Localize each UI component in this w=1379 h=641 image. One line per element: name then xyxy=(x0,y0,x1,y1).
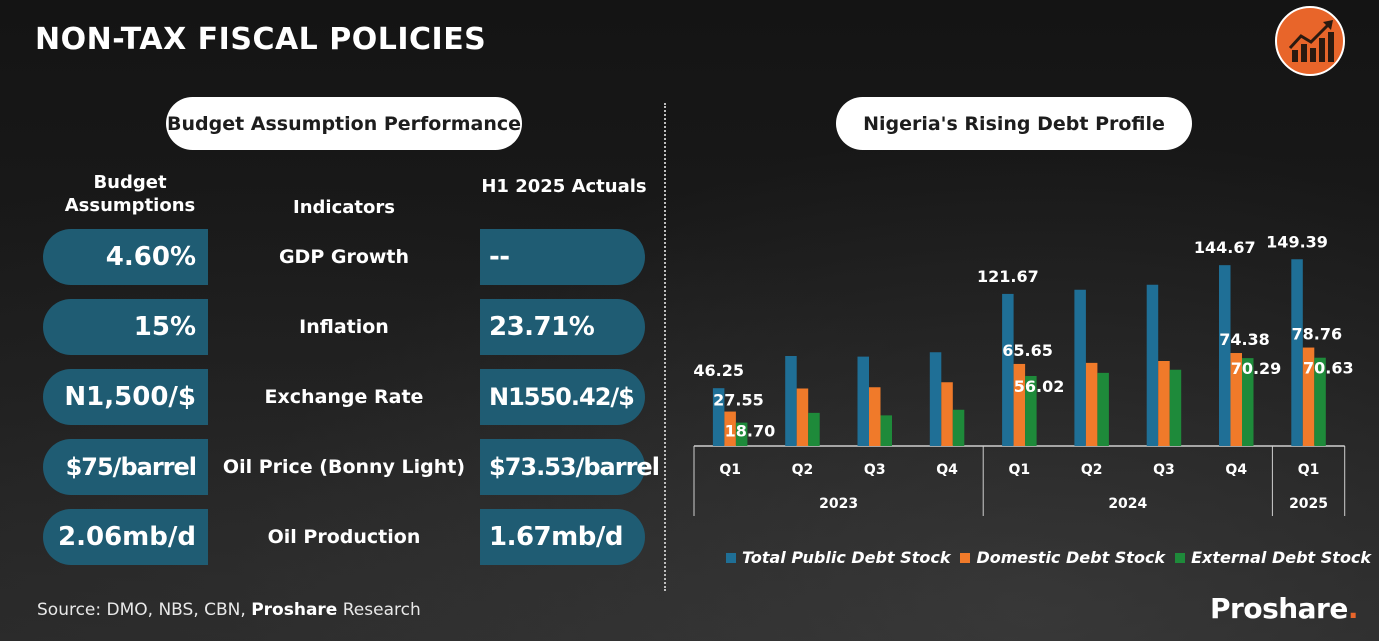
bar-external xyxy=(880,415,892,446)
bar-external xyxy=(952,409,965,446)
budget-value: $75/barrel xyxy=(43,439,208,495)
table-row: $75/barrel Oil Price (Bonny Light) $73.5… xyxy=(43,439,660,495)
source-note: Source: DMO, NBS, CBN, Proshare Research xyxy=(37,600,421,620)
table-row: 15% Inflation 23.71% xyxy=(43,299,645,355)
data-label: 46.25 xyxy=(693,361,744,380)
actual-value: -- xyxy=(480,229,645,285)
actual-value: 23.71% xyxy=(480,299,645,355)
data-label: 56.02 xyxy=(1014,377,1065,396)
x-tick-label: Q2 xyxy=(792,462,814,478)
bar-domestic xyxy=(1085,362,1098,446)
bar-external xyxy=(735,422,748,446)
bar-total xyxy=(1146,284,1159,446)
data-label: 149.39 xyxy=(1266,232,1328,251)
bar-total xyxy=(929,352,942,446)
legend-swatch xyxy=(726,552,736,563)
x-tick-label: Q1 xyxy=(1298,462,1320,478)
actual-value: N1550.42/$ xyxy=(480,369,645,425)
bar-domestic xyxy=(941,382,953,446)
bar-domestic xyxy=(1230,353,1242,446)
x-tick-label: Q4 xyxy=(936,462,958,478)
bar-domestic xyxy=(796,388,809,446)
actual-value: $73.53/barrel xyxy=(480,439,660,495)
data-label: 27.55 xyxy=(713,391,764,410)
legend-label: External Debt Stock xyxy=(1191,548,1372,567)
data-label: 70.63 xyxy=(1303,359,1354,378)
x-tick-label: Q1 xyxy=(719,462,741,478)
legend-swatch xyxy=(960,552,971,563)
column-header-indicators: Indicators xyxy=(293,197,395,218)
legend-item-total: Total Public Debt Stock xyxy=(726,548,950,567)
bar-total xyxy=(1074,289,1086,446)
bar-total xyxy=(712,388,725,446)
brand-name: Proshare xyxy=(1210,592,1348,625)
source-prefix: Source: DMO, NBS, CBN, xyxy=(37,600,252,620)
brand-logo: Proshare. xyxy=(1210,592,1359,625)
growth-chart-icon xyxy=(1275,6,1345,76)
page-title: NON-TAX FISCAL POLICIES xyxy=(35,22,487,57)
budget-value: N1,500/$ xyxy=(43,369,208,425)
indicator-label: Oil Price (Bonny Light) xyxy=(222,456,466,478)
legend-item-domestic: Domestic Debt Stock xyxy=(960,548,1165,567)
x-tick-label: Q3 xyxy=(864,462,886,478)
bar-domestic xyxy=(1013,363,1026,446)
bar-total xyxy=(1002,293,1014,446)
data-label: 65.65 xyxy=(1002,341,1053,360)
debt-bar-chart: 46.25 27.55 18.70 121.67 65.65 56.02 144.67 74.… xyxy=(693,232,1354,516)
bar-external xyxy=(1169,369,1182,446)
legend-label: Domestic Debt Stock xyxy=(976,548,1166,567)
x-group-label: 2024 xyxy=(1108,496,1147,512)
bar-total xyxy=(1219,265,1231,446)
bar-domestic xyxy=(1158,361,1170,446)
bar-external xyxy=(808,412,820,446)
column-header-budget: Budget Assumptions xyxy=(64,172,196,216)
bar-external xyxy=(1025,375,1037,446)
indicator-label: Inflation xyxy=(299,316,389,338)
budget-value: 2.06mb/d xyxy=(43,509,208,565)
data-label: 70.29 xyxy=(1231,359,1282,378)
source-suffix: Research xyxy=(337,600,421,620)
data-label: 78.76 xyxy=(1291,325,1342,344)
x-tick-label: Q4 xyxy=(1225,462,1247,478)
data-label: 74.38 xyxy=(1219,330,1270,349)
indicator-label: Exchange Rate xyxy=(264,386,424,408)
bar-domestic xyxy=(869,387,881,446)
x-tick-label: Q2 xyxy=(1081,462,1103,478)
data-label: 18.70 xyxy=(725,422,776,441)
legend-swatch xyxy=(1175,552,1186,563)
chart-legend: Total Public Debt Stock Domestic Debt St… xyxy=(726,548,1371,567)
budget-value: 15% xyxy=(43,299,208,355)
chart-title: Nigeria's Rising Debt Profile xyxy=(836,97,1192,150)
budget-value: 4.60% xyxy=(43,229,208,285)
table-row: 2.06mb/d Oil Production 1.67mb/d xyxy=(43,509,645,565)
column-header-actuals: H1 2025 Actuals xyxy=(481,176,647,197)
indicator-label: GDP Growth xyxy=(278,246,410,268)
source-brand: Proshare xyxy=(251,600,338,620)
bar-total xyxy=(857,356,869,446)
bar-total xyxy=(785,356,797,446)
x-group-label: 2023 xyxy=(819,496,858,512)
bar-external xyxy=(1242,358,1254,446)
indicator-label: Oil Production xyxy=(267,526,421,548)
bar-domestic xyxy=(1302,347,1315,446)
bar-total xyxy=(1291,259,1303,446)
x-tick-label: Q3 xyxy=(1153,462,1175,478)
budget-table-title: Budget Assumption Performance xyxy=(166,97,522,150)
legend-item-external: External Debt Stock xyxy=(1175,548,1371,567)
x-tick-label: Q1 xyxy=(1009,462,1031,478)
bar-external xyxy=(1097,372,1109,446)
legend-label: Total Public Debt Stock xyxy=(742,548,951,567)
table-row: 4.60% GDP Growth -- xyxy=(43,229,645,285)
data-label: 121.67 xyxy=(977,267,1039,286)
section-divider xyxy=(664,103,666,591)
bar-external xyxy=(1314,357,1326,446)
table-row: N1,500/$ Exchange Rate N1550.42/$ xyxy=(43,369,645,425)
bar-domestic xyxy=(724,411,736,446)
actual-value: 1.67mb/d xyxy=(480,509,645,565)
brand-dot: . xyxy=(1347,592,1359,625)
data-label: 144.67 xyxy=(1194,238,1256,257)
x-group-label: 2025 xyxy=(1289,496,1328,512)
